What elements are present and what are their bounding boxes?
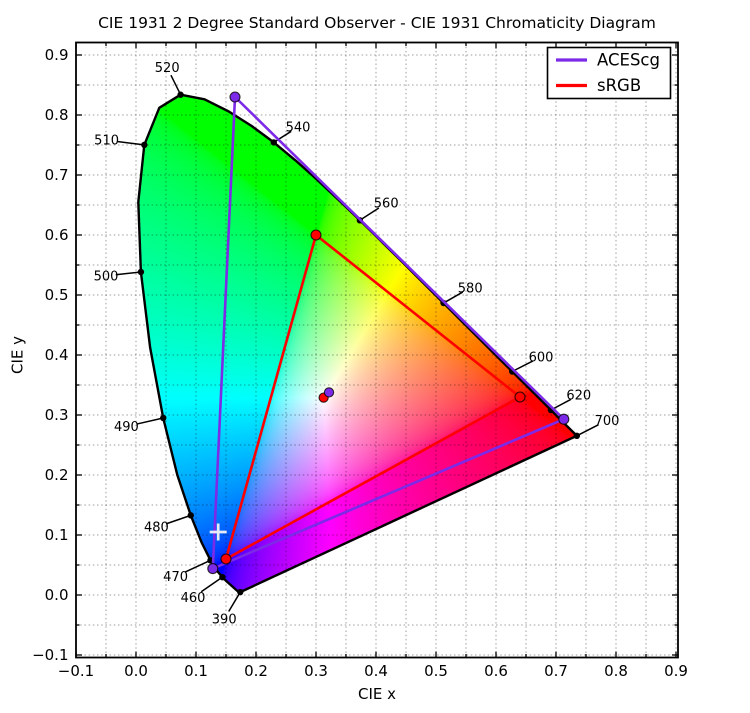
wavelength-label: 490: [114, 420, 139, 435]
x-tick-label: −0.1: [58, 662, 94, 680]
x-axis-label: CIE x: [358, 685, 396, 703]
x-tick-label: 0.2: [244, 662, 268, 680]
legend: ACEScg sRGB: [546, 46, 672, 100]
acescg-whitepoint-marker: [323, 387, 335, 398]
wavelength-label: 540: [286, 121, 311, 136]
wavelength-label: 700: [595, 414, 620, 429]
wavelength-label: 580: [458, 281, 483, 296]
wavelength-label: 510: [94, 134, 119, 149]
y-tick-label: 0.4: [45, 346, 69, 364]
x-tick-label: 0.9: [664, 662, 688, 680]
wavelength-point: [137, 268, 145, 276]
gamut-triangle-srgb: [220, 229, 526, 565]
acescg-primary-marker: [229, 91, 241, 103]
wavelength-leader-line: [359, 207, 380, 221]
y-tick-label: 0.1: [45, 526, 69, 544]
wavelength-leader-line: [117, 140, 145, 146]
y-tick-label: 0.2: [45, 466, 69, 484]
y-tick-label: 0.6: [45, 226, 69, 244]
x-tick-label: 0.3: [304, 662, 328, 680]
y-tick-label: 0.3: [45, 406, 69, 424]
srgb-primary-marker: [220, 553, 232, 565]
wavelength-leader-line: [443, 291, 464, 304]
wavelength-leader-line: [200, 576, 223, 593]
grid: [75, 42, 678, 658]
y-tick-label: 0.5: [45, 286, 69, 304]
whitepoints: [318, 387, 335, 403]
wavelength-leader-line: [165, 514, 192, 525]
x-tick-label: 0.8: [604, 662, 628, 680]
wavelength-leader-line: [170, 74, 182, 96]
wavelength-point: [270, 139, 277, 146]
spectral-locus-outline: [137, 93, 578, 594]
y-tick-label: 0.0: [45, 586, 69, 604]
legend-label-srgb: sRGB: [597, 76, 641, 95]
cursor-crosshair-icon: [209, 523, 227, 541]
ticks: [75, 42, 678, 658]
acescg-primary-marker: [558, 413, 570, 425]
srgb-gamut-outline: [224, 233, 522, 561]
wavelength-point: [187, 512, 194, 519]
wavelength-label: 390: [212, 613, 237, 628]
x-tick-label: 0.0: [124, 662, 148, 680]
wavelength-point: [237, 588, 244, 596]
wavelength-leader-line: [576, 424, 599, 437]
wavelength-point: [219, 573, 226, 581]
wavelength-label: 520: [155, 61, 180, 76]
wavelength-annotations: 390 460 470 480 490 500 510 520 540 560 580 600 620 7…: [94, 61, 620, 627]
gamut-triangle-acescg: [207, 91, 570, 575]
chart-title: CIE 1931 2 Degree Standard Observer - CI…: [98, 14, 656, 32]
wavelength-leader-line: [136, 417, 164, 425]
wavelength-label: 600: [529, 350, 554, 365]
wavelength-label: 500: [94, 269, 119, 284]
wavelength-point: [573, 432, 581, 440]
wavelength-label: 470: [163, 570, 188, 585]
acescg-primary-marker: [207, 563, 219, 575]
wavelength-leader-line: [511, 360, 534, 373]
x-tick-label: 0.5: [424, 662, 448, 680]
x-tick-label: 0.6: [484, 662, 508, 680]
x-tick-label: 0.7: [544, 662, 568, 680]
y-axis-label: CIE y: [9, 336, 27, 374]
wavelength-leader-line: [273, 130, 292, 144]
y-tick-labels: −0.1 0.0 0.1 0.2 0.3 0.4 0.5 0.6 0.7 0.8 0.9: [32, 46, 68, 664]
legend-box: [546, 46, 672, 100]
x-tick-labels: −0.1 0.0 0.1 0.2 0.3 0.4 0.5 0.6 0.7 0.8 0.9: [58, 662, 688, 680]
y-tick-label: 0.7: [45, 166, 69, 184]
wavelength-leader-line: [115, 271, 142, 276]
wavelength-label: 480: [144, 521, 169, 536]
y-tick-label: −0.1: [32, 646, 68, 664]
wavelength-label: 560: [374, 197, 399, 212]
acescg-gamut-outline: [211, 95, 566, 570]
axes-box: [75, 41, 679, 659]
wavelength-point: [141, 141, 148, 149]
wavelength-label: 460: [181, 591, 206, 606]
srgb-primary-marker: [310, 229, 322, 241]
legend-label-acescg: ACEScg: [597, 51, 660, 70]
y-tick-label: 0.8: [45, 106, 69, 124]
x-tick-label: 0.4: [364, 662, 388, 680]
wavelength-leader-line: [185, 559, 211, 573]
wavelength-leader-line: [228, 591, 241, 612]
wavelength-point: [177, 91, 184, 98]
wavelength-label: 620: [566, 389, 591, 404]
wavelength-point: [160, 414, 167, 422]
x-tick-label: 0.1: [184, 662, 208, 680]
srgb-primary-marker: [514, 391, 526, 403]
y-tick-label: 0.9: [45, 46, 69, 64]
